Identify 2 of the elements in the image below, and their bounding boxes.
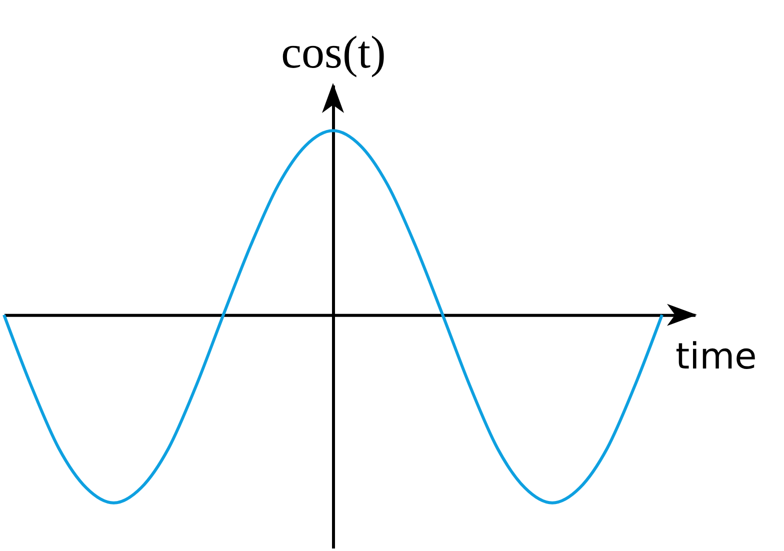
y-axis-title: cos(t) [281, 26, 386, 78]
x-axis-title: time [676, 336, 757, 378]
